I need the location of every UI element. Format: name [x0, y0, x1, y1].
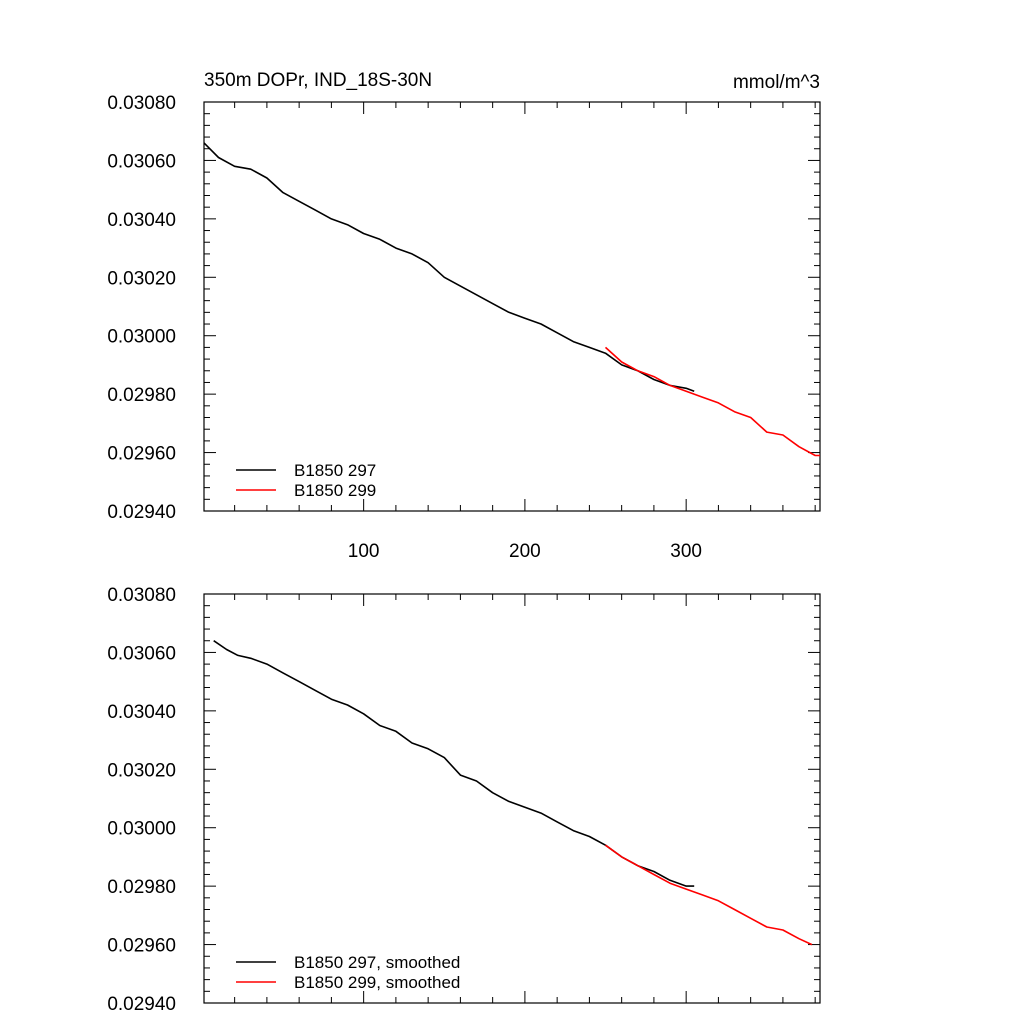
y-tick-label: 0.02960	[107, 936, 176, 957]
series-line-black	[213, 640, 695, 887]
y-tick-label: 0.03040	[107, 210, 176, 231]
y-tick-label: 0.03020	[107, 268, 176, 289]
panel-top: 0.02940 0.02960 0.02980 0.03000 0.03020 0.030…	[107, 70, 821, 562]
legend-label: B1850 299	[294, 481, 376, 500]
plot-frame	[203, 101, 821, 512]
series-line-red	[604, 346, 820, 457]
panel-bottom: 0.02940 0.02960 0.02980 0.03000 0.03020 0.030…	[107, 585, 821, 1015]
plot-frame	[203, 593, 821, 1004]
legend-label: B1850 297	[294, 461, 376, 480]
x-tick-label: 300	[670, 541, 702, 562]
x-tick-label: 200	[509, 541, 541, 562]
legend-label: B1850 299, smoothed	[294, 973, 460, 992]
chart-title: 350m DOPr, IND_18S-30N	[204, 70, 432, 91]
y-tick-label: 0.02960	[107, 444, 176, 465]
y-tick-label: 0.02940	[107, 994, 176, 1015]
y-tick-label: 0.03040	[107, 702, 176, 723]
y-tick-label: 0.03000	[107, 327, 176, 348]
y-tick-label: 0.03080	[107, 93, 176, 114]
x-tick-label: 100	[348, 541, 380, 562]
legend-label: B1850 297, smoothed	[294, 953, 460, 972]
y-tick-label: 0.02980	[107, 877, 176, 898]
y-tick-label: 0.03060	[107, 643, 176, 664]
y-tick-label: 0.03060	[107, 151, 176, 172]
series-line-red	[605, 844, 813, 946]
y-tick-label: 0.02980	[107, 385, 176, 406]
series-line-black	[204, 142, 695, 392]
y-tick-label: 0.03000	[107, 819, 176, 840]
y-tick-label: 0.03020	[107, 760, 176, 781]
units-label: mmol/m^3	[733, 72, 820, 93]
y-tick-label: 0.03080	[107, 585, 176, 606]
y-tick-label: 0.02940	[107, 502, 176, 523]
